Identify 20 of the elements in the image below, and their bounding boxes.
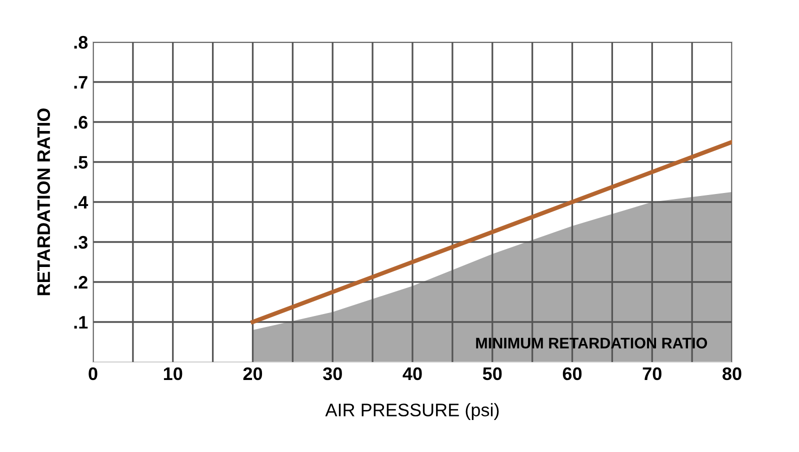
- x-tick-label: 10: [164, 367, 182, 380]
- y-tick-label: .1: [74, 316, 88, 329]
- x-tick-label: 60: [562, 367, 582, 380]
- y-tick-label: .2: [74, 276, 88, 289]
- annotation: MINIMUM RETARDATION RATIO: [476, 338, 708, 348]
- y-tick-label: .7: [74, 76, 88, 89]
- y-tick-label: .8: [74, 36, 88, 49]
- y-tick-label: .5: [74, 156, 88, 169]
- x-axis-title: AIR PRESSURE (psi): [325, 403, 499, 420]
- x-tick-label: 0: [88, 367, 98, 380]
- x-tick-label: 40: [402, 367, 422, 380]
- x-tick-label: 70: [642, 367, 662, 380]
- y-axis-title: RETARDATION RATIO: [37, 108, 50, 296]
- x-tick-label: 30: [323, 367, 342, 380]
- y-tick-label: .3: [74, 236, 88, 249]
- x-tick-label: 20: [243, 367, 262, 380]
- x-tick-label: 50: [482, 367, 502, 380]
- x-tick-label: 80: [722, 367, 742, 380]
- y-tick-label: .4: [74, 196, 88, 209]
- y-tick-label: .6: [74, 116, 88, 129]
